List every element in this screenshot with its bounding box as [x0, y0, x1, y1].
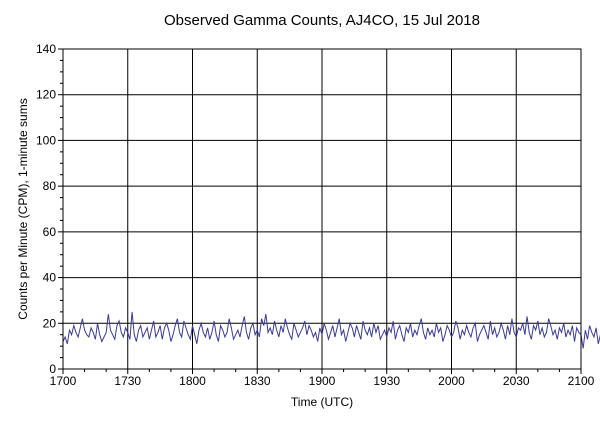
y-tick-label: 120: [36, 88, 56, 102]
plot-frame: [62, 48, 582, 370]
x-axis-ticks: 1700 1730 1800 1830 1900 1930 2000 2030 2100: [50, 369, 595, 388]
y-tick-label: 80: [43, 179, 57, 193]
x-tick-label: 1930: [373, 374, 400, 388]
x-tick-label: 1830: [244, 374, 271, 388]
x-tick-label: 1700: [50, 374, 77, 388]
grid-lines: [63, 49, 581, 369]
x-tick-label: 1730: [114, 374, 141, 388]
x-axis-label: Time (UTC): [291, 395, 353, 409]
y-tick-label: 20: [43, 316, 57, 330]
x-tick-label: 2100: [568, 374, 595, 388]
y-axis-ticks: 0 20 40 60 80 100 120 140: [36, 42, 63, 376]
chart-title: Observed Gamma Counts, AJ4CO, 15 Jul 201…: [164, 12, 480, 29]
series-line: [62, 311, 600, 349]
x-tick-label: 2000: [438, 374, 465, 388]
x-tick-label: 1800: [179, 374, 206, 388]
y-tick-label: 60: [43, 225, 57, 239]
y-tick-label: 140: [36, 42, 56, 56]
y-tick-label: 0: [49, 362, 56, 376]
y-axis-label: Counts per Minute (CPM), 1-minute sums: [16, 98, 30, 319]
x-tick-label: 1900: [309, 374, 336, 388]
y-tick-label: 100: [36, 133, 56, 147]
x-tick-label: 2030: [503, 374, 530, 388]
y-tick-label: 40: [43, 271, 57, 285]
